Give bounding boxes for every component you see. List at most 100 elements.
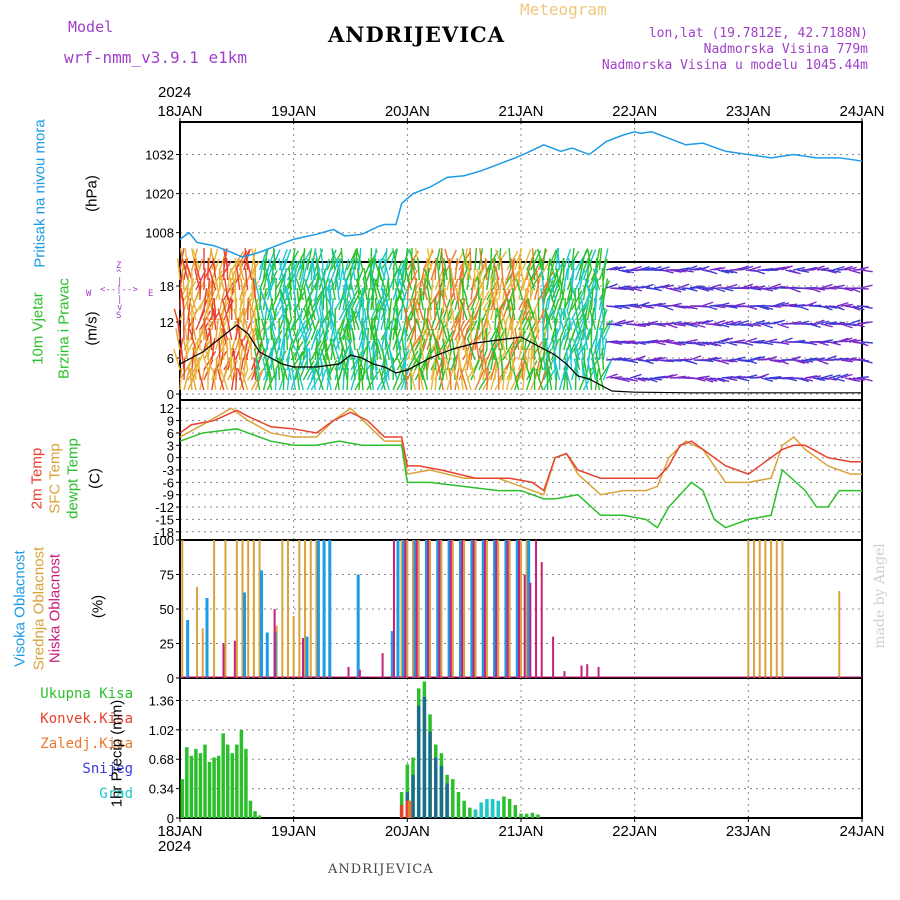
wind-arrow	[358, 348, 367, 371]
wind-arrow	[793, 303, 806, 307]
wind-arrow	[546, 368, 553, 391]
wind-arrow	[669, 287, 682, 293]
wind-arrow	[777, 323, 789, 329]
wind-arrow	[470, 338, 476, 361]
wind-arrow	[578, 328, 585, 351]
wind-arrow	[549, 258, 557, 281]
wind-arrow	[564, 368, 573, 391]
wind-arrow	[429, 338, 432, 361]
wind-arrow	[860, 377, 873, 382]
wind-arrow	[237, 368, 245, 391]
wind-arrow	[199, 368, 206, 391]
precip-ytick-label: 0	[167, 811, 174, 826]
cloud-high-bar	[260, 570, 264, 678]
wind-arrow	[527, 268, 536, 291]
cloud-low-bar	[273, 609, 276, 678]
wind-arrow	[269, 308, 277, 331]
wind-arrow	[287, 298, 293, 321]
wind-arrow	[542, 327, 545, 351]
cloud-high-bar	[447, 540, 451, 678]
lonlat-label: lon,lat (19.7812E, 42.7188N)	[648, 26, 868, 41]
wind-arrow	[705, 356, 718, 361]
wind-arrow	[355, 278, 364, 301]
cloud-low-bar	[381, 653, 384, 678]
precip-conv-bar	[405, 800, 410, 818]
cloud-low-bar	[233, 640, 236, 678]
wind-arrow	[697, 375, 710, 379]
precip-legend-grad: Grad	[99, 786, 133, 802]
wind-arrow	[769, 359, 782, 363]
wind-arrow	[661, 339, 674, 343]
cloud-high-bar	[265, 632, 269, 678]
wind-arrow	[392, 248, 398, 271]
wind-arrow	[805, 266, 818, 271]
wind-arrow	[382, 368, 390, 391]
wind-arrow	[701, 359, 714, 363]
elevation-label: Nadmorska Visina 779m	[703, 42, 868, 57]
wind-arrow	[828, 269, 841, 274]
wind-arrow	[296, 288, 301, 311]
wind-arrow	[495, 268, 500, 291]
wind-arrow	[641, 359, 654, 365]
wind-arrow	[789, 320, 802, 325]
wind-arrow	[697, 265, 710, 271]
wind-arrow	[637, 266, 650, 271]
wind-arrow	[618, 357, 631, 361]
wind-arrow	[669, 341, 682, 347]
temperature-ytick-label: 0	[167, 451, 174, 466]
wind-arrow	[705, 377, 718, 383]
wind-arrow	[441, 257, 444, 281]
wind-arrow	[230, 347, 233, 371]
wind-arrow	[852, 377, 865, 381]
wind-arrow	[649, 356, 662, 361]
wind-arrow	[753, 355, 766, 361]
wind-arrow	[570, 290, 583, 311]
wind-arrow	[274, 277, 277, 301]
pressure-frame	[179, 121, 863, 263]
wind-arrow	[350, 258, 356, 281]
precip-total-bar	[203, 744, 207, 818]
precip-total-bar	[530, 812, 535, 818]
wind-arrow	[840, 287, 853, 292]
wind-arrow	[717, 359, 730, 365]
wind-arrow	[403, 308, 412, 331]
wind-arrow	[793, 266, 806, 271]
wind-arrow	[191, 300, 204, 321]
wind-arrow	[761, 323, 774, 329]
wind-arrow	[334, 358, 341, 381]
wind-arrow	[697, 319, 710, 325]
wind-arrow	[645, 339, 658, 343]
cloud-low-bar	[506, 540, 509, 678]
wind-arrow	[749, 356, 762, 361]
wind-arrow	[398, 278, 406, 301]
wind-arrow	[184, 328, 189, 351]
cloud-high-bar	[402, 540, 406, 678]
wind-arrow	[522, 309, 533, 331]
wind-arrow	[478, 358, 486, 381]
wind-arrow	[490, 298, 497, 321]
temperature-ytick-label: 12	[160, 401, 174, 416]
wind-arrow	[387, 277, 390, 301]
x-tick-label-top: 18JAN	[157, 103, 202, 120]
wind-arrow	[352, 358, 356, 381]
wind-arrow	[404, 268, 412, 291]
wind-arrow	[425, 318, 432, 341]
wind-arrow	[570, 248, 575, 271]
wind-arrow	[291, 278, 297, 301]
wind-arrow	[625, 359, 638, 364]
wind-arrow	[212, 258, 217, 281]
wind-arrow	[506, 270, 519, 291]
cloud-high-bar	[322, 540, 326, 678]
wind-arrow	[237, 258, 245, 281]
wind-arrow	[761, 305, 774, 311]
wind-arrow	[258, 328, 265, 351]
wind-arrow	[614, 266, 626, 271]
wind-arrow	[215, 357, 218, 381]
wind-arrow	[721, 337, 734, 343]
wind-arrow	[229, 277, 233, 301]
compass-rose: Z ^ | W <--|--> E | v S	[86, 261, 154, 321]
wind-arrow	[562, 248, 572, 271]
wind-arrow	[721, 269, 734, 274]
wind-arrow	[340, 248, 344, 271]
